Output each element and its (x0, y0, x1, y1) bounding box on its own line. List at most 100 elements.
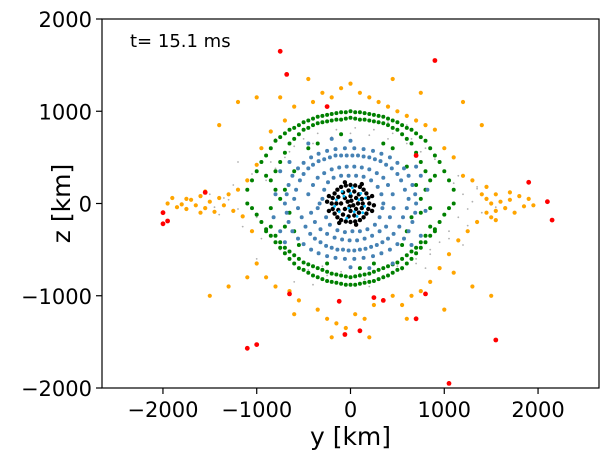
green-point (339, 117, 344, 122)
black-point (345, 199, 350, 204)
green-point (292, 136, 297, 141)
steelblue-point (325, 254, 330, 259)
steelblue-point (377, 215, 382, 220)
steelblue-point (371, 148, 375, 153)
green-point (343, 282, 348, 287)
green-point (301, 267, 306, 272)
green-point (282, 150, 287, 155)
green-point (268, 224, 273, 229)
steelblue-point (410, 183, 415, 187)
green-point (320, 267, 325, 272)
green-point (353, 116, 358, 121)
steelblue-point (346, 248, 351, 253)
steelblue-point (337, 165, 342, 170)
orange-point (442, 307, 447, 312)
steelblue-point (342, 146, 347, 151)
green-point (287, 256, 292, 261)
green-point (306, 118, 311, 123)
green-point (296, 243, 301, 247)
steelblue-point (303, 224, 308, 229)
red-point (380, 298, 386, 303)
cyan-point (359, 192, 363, 195)
gray-point (321, 265, 324, 268)
cyan-point (351, 186, 354, 190)
black-point (348, 193, 353, 199)
x-tick-label: −1000 (221, 398, 292, 422)
steelblue-point (399, 178, 404, 183)
green-point (301, 127, 306, 132)
green-point (451, 187, 456, 192)
steelblue-point (348, 138, 353, 143)
green-point (367, 271, 372, 276)
steelblue-point (344, 153, 349, 158)
orange-point (400, 302, 405, 308)
steelblue-point (352, 164, 357, 169)
green-point (376, 113, 381, 118)
green-point (264, 153, 269, 158)
steelblue-point (348, 265, 353, 270)
green-point (348, 282, 353, 287)
steelblue-point (333, 153, 338, 158)
black-point (359, 205, 364, 211)
orange-point (404, 113, 409, 118)
steelblue-point (374, 243, 379, 247)
orange-point (390, 293, 395, 298)
green-point (334, 111, 339, 116)
black-point (353, 222, 359, 227)
gray-point (387, 138, 389, 140)
cyan-point (361, 211, 365, 215)
orange-point (320, 90, 325, 95)
green-point (432, 173, 437, 178)
gray-point (405, 124, 408, 126)
orange-point (489, 215, 494, 220)
black-point (353, 206, 359, 212)
green-point (315, 275, 320, 280)
orange-point (207, 293, 212, 298)
y-tick-label: 2000 (39, 8, 92, 32)
orange-point (385, 104, 391, 109)
steelblue-point (306, 166, 311, 171)
steelblue-point (377, 229, 382, 234)
gray-point (237, 161, 239, 163)
cyan-point (333, 204, 336, 208)
steelblue-point (318, 240, 323, 245)
steelblue-point (296, 236, 300, 241)
green-point (278, 245, 283, 250)
steelblue-point (301, 160, 306, 165)
orange-point (489, 293, 494, 298)
black-point (330, 206, 335, 212)
x-tick-label: −2000 (127, 398, 198, 422)
gray-point (448, 230, 450, 233)
steelblue-point (329, 167, 334, 172)
steelblue-point (397, 224, 402, 229)
black-point (353, 195, 359, 201)
orange-point (484, 184, 489, 189)
black-point (352, 213, 357, 218)
green-point (362, 280, 367, 285)
orange-point (409, 293, 414, 298)
orange-point (198, 210, 203, 215)
green-point (400, 266, 405, 271)
cyan-point (347, 206, 350, 210)
orange-point (348, 81, 353, 86)
green-point (381, 275, 386, 280)
green-point (268, 206, 273, 211)
steelblue-point (350, 153, 355, 158)
red-point (254, 342, 260, 347)
steelblue-point (361, 174, 366, 179)
green-point (278, 135, 283, 140)
orange-point (470, 284, 475, 289)
green-point (386, 273, 390, 278)
steelblue-point (361, 255, 366, 260)
gray-point (466, 224, 469, 227)
green-point (301, 260, 306, 265)
green-point (259, 160, 264, 164)
steelblue-point (363, 246, 368, 251)
green-point (306, 146, 311, 151)
steelblue-point (346, 173, 351, 178)
green-point (292, 261, 297, 266)
orange-point (460, 99, 466, 105)
green-point (311, 116, 315, 121)
black-point (336, 194, 341, 200)
black-point (369, 208, 375, 214)
